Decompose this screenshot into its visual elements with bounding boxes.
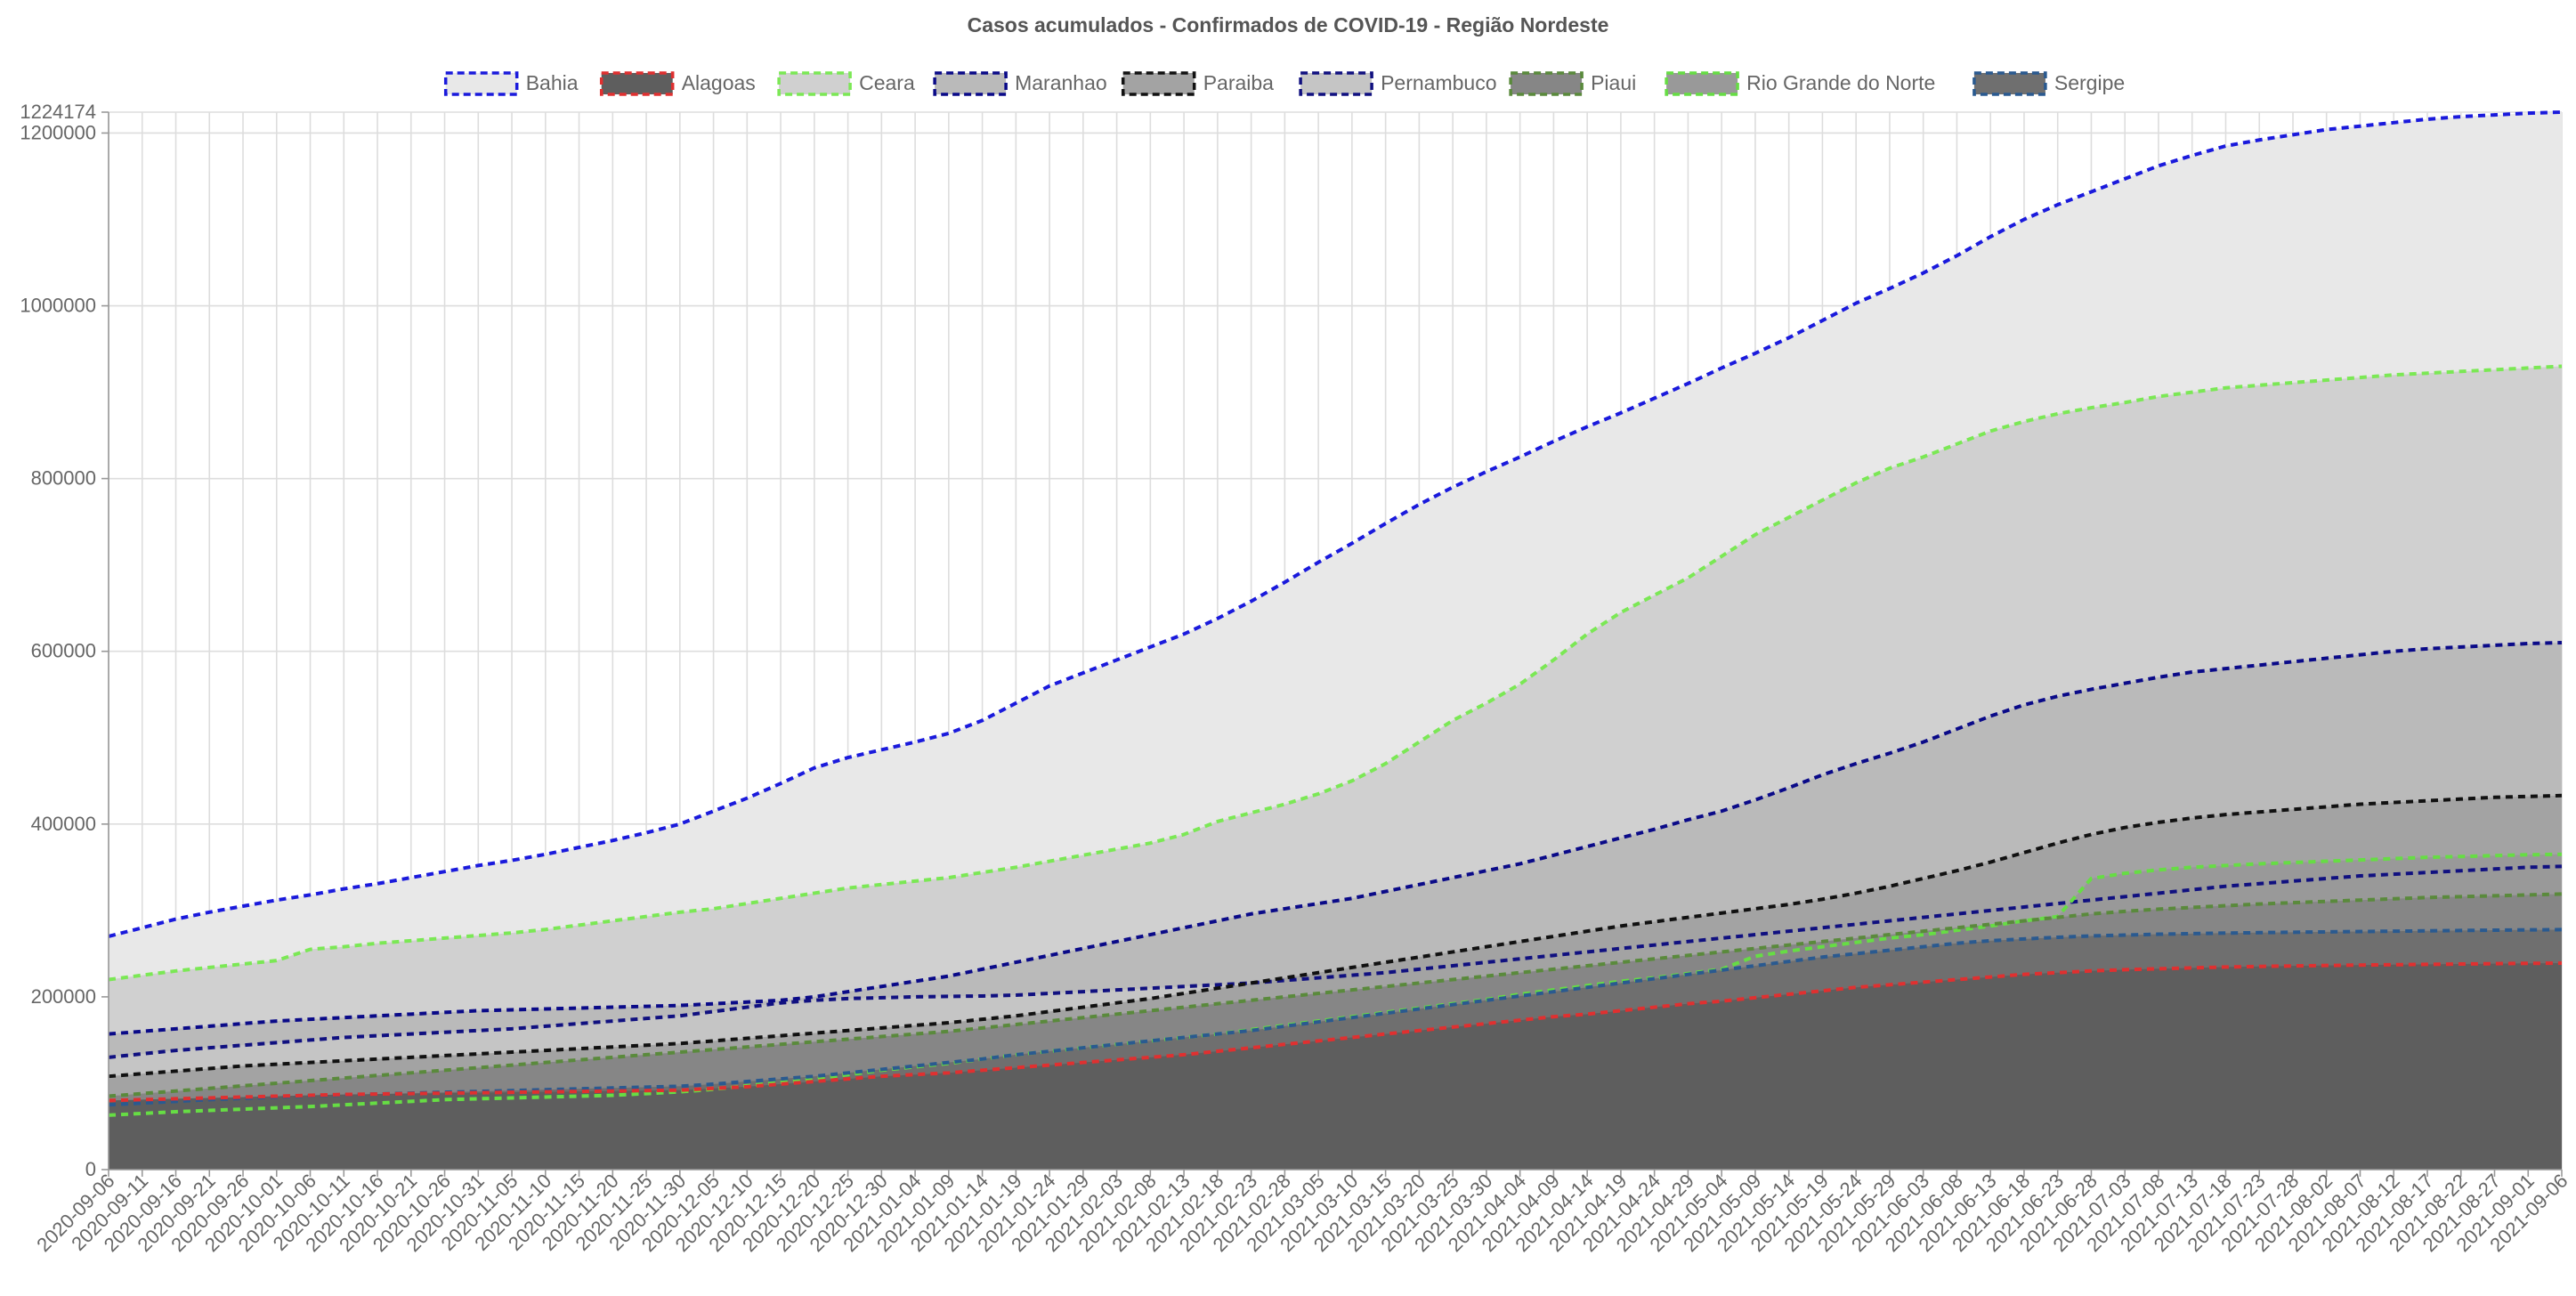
legend-item-alagoas[interactable]: Alagoas [599,71,756,96]
legend-swatch [599,71,675,96]
y-tick-label: 200000 [31,985,96,1008]
legend-swatch [777,71,852,96]
y-tick-label: 600000 [31,640,96,662]
legend-item-paraiba[interactable]: Paraiba [1121,71,1274,96]
series-area-alagoas [109,963,2562,1170]
chart-title: Casos acumulados - Confirmados de COVID-… [968,13,1609,36]
y-tick-label: 0 [85,1158,96,1180]
legend-swatch [1973,71,2047,96]
y-tick-label: 1000000 [20,295,96,317]
series-line-ceara [108,364,2563,982]
legend-label: Alagoas [682,71,756,94]
legend-label: Ceara [859,71,915,94]
legend-swatch [1665,71,1739,96]
y-tick-label: 400000 [31,813,96,835]
legend[interactable]: Bahia Alagoas Ceara Maranhao Paraiba Pernambu… [443,71,2125,96]
legend-label: Maranhao [1015,71,1107,94]
legend-item-rio-grande-do-norte[interactable]: Rio Grande do Norte [1665,71,1935,96]
legend-swatch [1509,71,1584,96]
y-tick-label: 800000 [31,467,96,490]
legend-item-maranhao[interactable]: Maranhao [933,71,1107,96]
series-line-bahia [108,110,2563,938]
legend-item-sergipe[interactable]: Sergipe [1973,71,2125,96]
legend-label: Rio Grande do Norte [1746,71,1935,94]
series-lines [108,110,2563,1117]
legend-swatch [1121,71,1196,96]
legend-item-bahia[interactable]: Bahia [443,71,579,96]
legend-swatch [443,71,519,96]
legend-item-piaui[interactable]: Piaui [1509,71,1636,96]
legend-label: Bahia [526,71,579,94]
series-areas [109,112,2562,1170]
legend-swatch [1299,71,1373,96]
x-axis: 2020-09-062020-09-112020-09-162020-09-21… [32,1169,2572,1256]
series-line-rio-grande-do-norte [108,852,2563,1117]
legend-label: Piaui [1591,71,1636,94]
series-line-alagoas [108,961,2563,1103]
y-tick-label: 1224174 [20,101,96,123]
legend-item-pernambuco[interactable]: Pernambuco [1299,71,1497,96]
legend-label: Sergipe [2054,71,2125,94]
y-axis: 0 200000 400000 600000 800000 1000000 12000001… [20,101,109,1180]
legend-label: Pernambuco [1381,71,1496,94]
legend-label: Paraiba [1203,71,1274,94]
legend-item-ceara[interactable]: Ceara [777,71,915,96]
series-line-maranhao [108,641,2563,1036]
legend-swatch [933,71,1008,96]
y-tick-label: 1200000 [20,121,96,143]
